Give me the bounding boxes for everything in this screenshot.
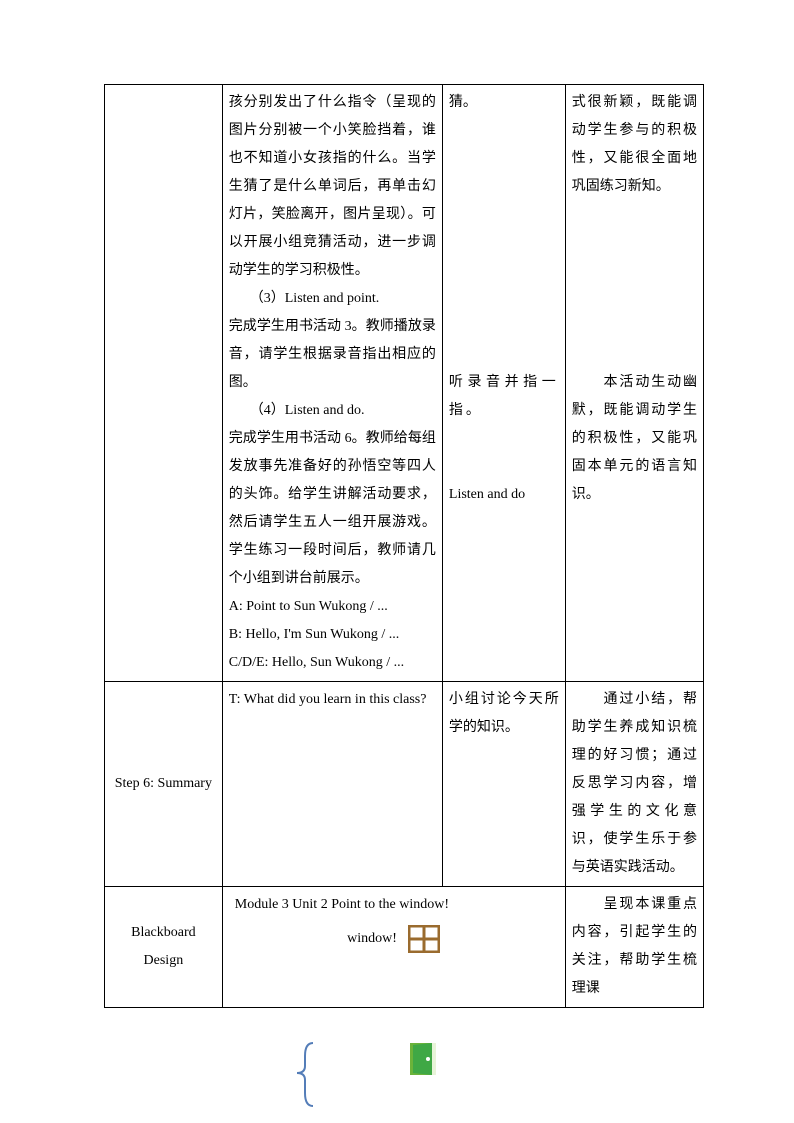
blackboard-title: Module 3 Unit 2 Point to the window! xyxy=(229,891,559,919)
body-text: B: Hello, I'm Sun Wukong / ... xyxy=(229,621,436,649)
body-text: C/D/E: Hello, Sun Wukong / ... xyxy=(229,649,436,677)
step-label: Blackboard xyxy=(111,919,216,947)
brace-icon xyxy=(293,1038,533,1108)
purpose-cell: 式很新颖，既能调动学生参与的积极性，又能很全面地巩固练习新知。 本活动生动幽默，… xyxy=(565,85,703,682)
step-label: Design xyxy=(111,947,216,975)
purpose-cell: 通过小结，帮助学生养成知识梳理的好习惯；通过反思学习内容，增强学生的文化意识，使… xyxy=(565,682,703,887)
body-text: （4）Listen and do. xyxy=(229,397,436,425)
body-text: A: Point to Sun Wukong / ... xyxy=(229,593,436,621)
student-activity-cell: 小组讨论今天所学的知识。 xyxy=(442,682,565,887)
table-row: Blackboard Design Module 3 Unit 2 Point … xyxy=(105,887,704,1008)
body-text: （3）Listen and point. xyxy=(229,285,436,313)
step-label: Step 6: Summary xyxy=(115,776,212,791)
table-row: Step 6: Summary T: What did you learn in… xyxy=(105,682,704,887)
body-text: 完成学生用书活动 3。教师播放录音，请学生根据录音指出相应的图。 xyxy=(229,313,436,397)
window-icon xyxy=(408,925,440,953)
student-activity-cell: 猜。 听录音并指一指。 Listen and do xyxy=(442,85,565,682)
step-cell-empty xyxy=(105,85,223,682)
blackboard-content-cell: Module 3 Unit 2 Point to the window! win… xyxy=(222,887,565,1008)
body-text: Listen and do xyxy=(449,481,559,509)
teacher-activity-cell: T: What did you learn in this class? xyxy=(222,682,442,887)
body-text: 听录音并指一指。 xyxy=(449,369,559,425)
body-text: 本活动生动幽默，既能调动学生的积极性，又能巩固本单元的语言知识。 xyxy=(572,369,697,509)
lesson-plan-table: 孩分别发出了什么指令（呈现的图片分别被一个小笑脸挡着，谁也不知道小女孩指的什么。… xyxy=(104,84,704,1008)
step-cell: Blackboard Design xyxy=(105,887,223,1008)
purpose-cell: 呈现本课重点内容，引起学生的关注，帮助学生梳理课 xyxy=(565,887,703,1008)
step-cell: Step 6: Summary xyxy=(105,682,223,887)
blackboard-item: window! xyxy=(347,925,397,953)
table-row: 孩分别发出了什么指令（呈现的图片分别被一个小笑脸挡着，谁也不知道小女孩指的什么。… xyxy=(105,85,704,682)
body-text: 孩分别发出了什么指令（呈现的图片分别被一个小笑脸挡着，谁也不知道小女孩指的什么。… xyxy=(229,89,436,285)
body-text: 猜。 xyxy=(449,89,559,117)
body-text: 完成学生用书活动 6。教师给每组发放事先准备好的孙悟空等四人的头饰。给学生讲解活… xyxy=(229,425,436,593)
teacher-activity-cell: 孩分别发出了什么指令（呈现的图片分别被一个小笑脸挡着，谁也不知道小女孩指的什么。… xyxy=(222,85,442,682)
body-text: 式很新颖，既能调动学生参与的积极性，又能很全面地巩固练习新知。 xyxy=(572,89,697,201)
